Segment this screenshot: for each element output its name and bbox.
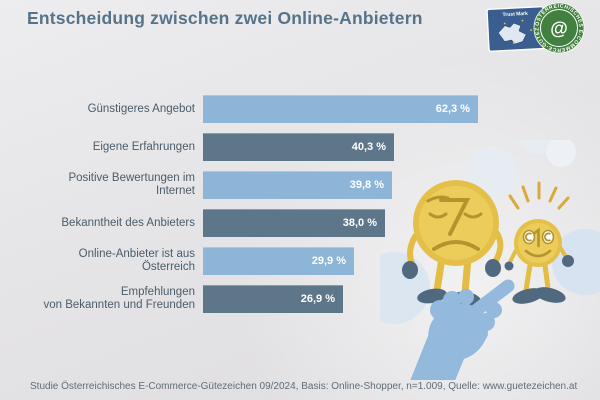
bar-value: 62,3 % <box>435 103 470 115</box>
bar: 26,9 % <box>203 285 343 313</box>
decor-circle <box>546 140 576 167</box>
badge-center-glyph: @ <box>550 19 568 39</box>
bar-row: Online-Anbieter ist aus Österreich 29,9 % <box>28 247 498 275</box>
glove-icon <box>504 261 514 271</box>
big-coin-character <box>402 180 504 307</box>
bar-label: Empfehlungen von Bekannten und Freunden <box>43 286 195 311</box>
eye-icon <box>522 229 536 245</box>
bar-row: Positive Bewertungen im Internet 39,8 % <box>28 171 498 199</box>
sad-mouth <box>432 240 480 251</box>
glove-icon <box>402 261 418 279</box>
glove-icon <box>562 255 574 267</box>
small-coin-character <box>504 181 574 304</box>
page-title: Entscheidung zwischen zwei Online-Anbiet… <box>27 8 423 28</box>
smile-mouth <box>524 249 552 258</box>
decor-circle <box>552 229 600 295</box>
bar-row: Empfehlungen von Bekannten und Freunden 2… <box>28 285 498 313</box>
glove-icon <box>485 259 501 277</box>
bar-label: Günstigeres Angebot <box>87 102 195 115</box>
bar-row: Bekanntheit des Anbieters 38,0 % <box>28 209 498 237</box>
bar-value: 29,9 % <box>311 255 346 267</box>
bar: 39,8 % <box>203 171 392 199</box>
bar-label: Bekanntheit des Anbieters <box>61 216 195 229</box>
trust-mark-square: Trust Mark <box>486 5 546 52</box>
bar-row: Eigene Erfahrungen 40,3 % <box>28 133 498 161</box>
eye-icon <box>541 229 555 245</box>
digit-1 <box>533 227 540 248</box>
digit-7 <box>439 198 471 236</box>
bar-label: Online-Anbieter ist aus Österreich <box>78 248 195 273</box>
bar-chart: Günstigeres Angebot 62,3 % Eigene Erfahrun… <box>28 95 498 323</box>
decor-circle <box>466 146 518 198</box>
bar-value: 39,8 % <box>349 179 384 191</box>
shoe-icon <box>417 288 447 304</box>
bar: 62,3 % <box>203 95 478 123</box>
trust-mark-label: Trust Mark <box>502 11 528 18</box>
shoe-icon <box>534 287 566 303</box>
pointing-hand-icon <box>410 279 515 380</box>
source-note: Studie Österreichisches E-Commerce-Gütez… <box>30 381 578 392</box>
bar: 40,3 % <box>203 133 394 161</box>
bar-label: Eigene Erfahrungen <box>92 140 195 153</box>
bar-value: 26,9 % <box>300 293 335 305</box>
bar-rows: Günstigeres Angebot 62,3 % Eigene Erfahrun… <box>28 95 498 313</box>
bar: 29,9 % <box>203 247 354 275</box>
bar-value: 38,0 % <box>342 217 377 229</box>
bar: 38,0 % <box>203 209 385 237</box>
bar-value: 40,3 % <box>351 141 386 153</box>
shine-rays <box>508 181 570 210</box>
decor-circle <box>380 252 430 324</box>
europe-map-shape <box>497 22 527 45</box>
guetezeichen-logo: Trust Mark ÖSTERREICHISCHES E-COMMERCE-G… <box>483 1 585 54</box>
bar-row: Günstigeres Angebot 62,3 % <box>28 95 498 123</box>
bar-label: Positive Bewertungen im Internet <box>68 172 195 197</box>
coins-illustration <box>380 140 600 380</box>
